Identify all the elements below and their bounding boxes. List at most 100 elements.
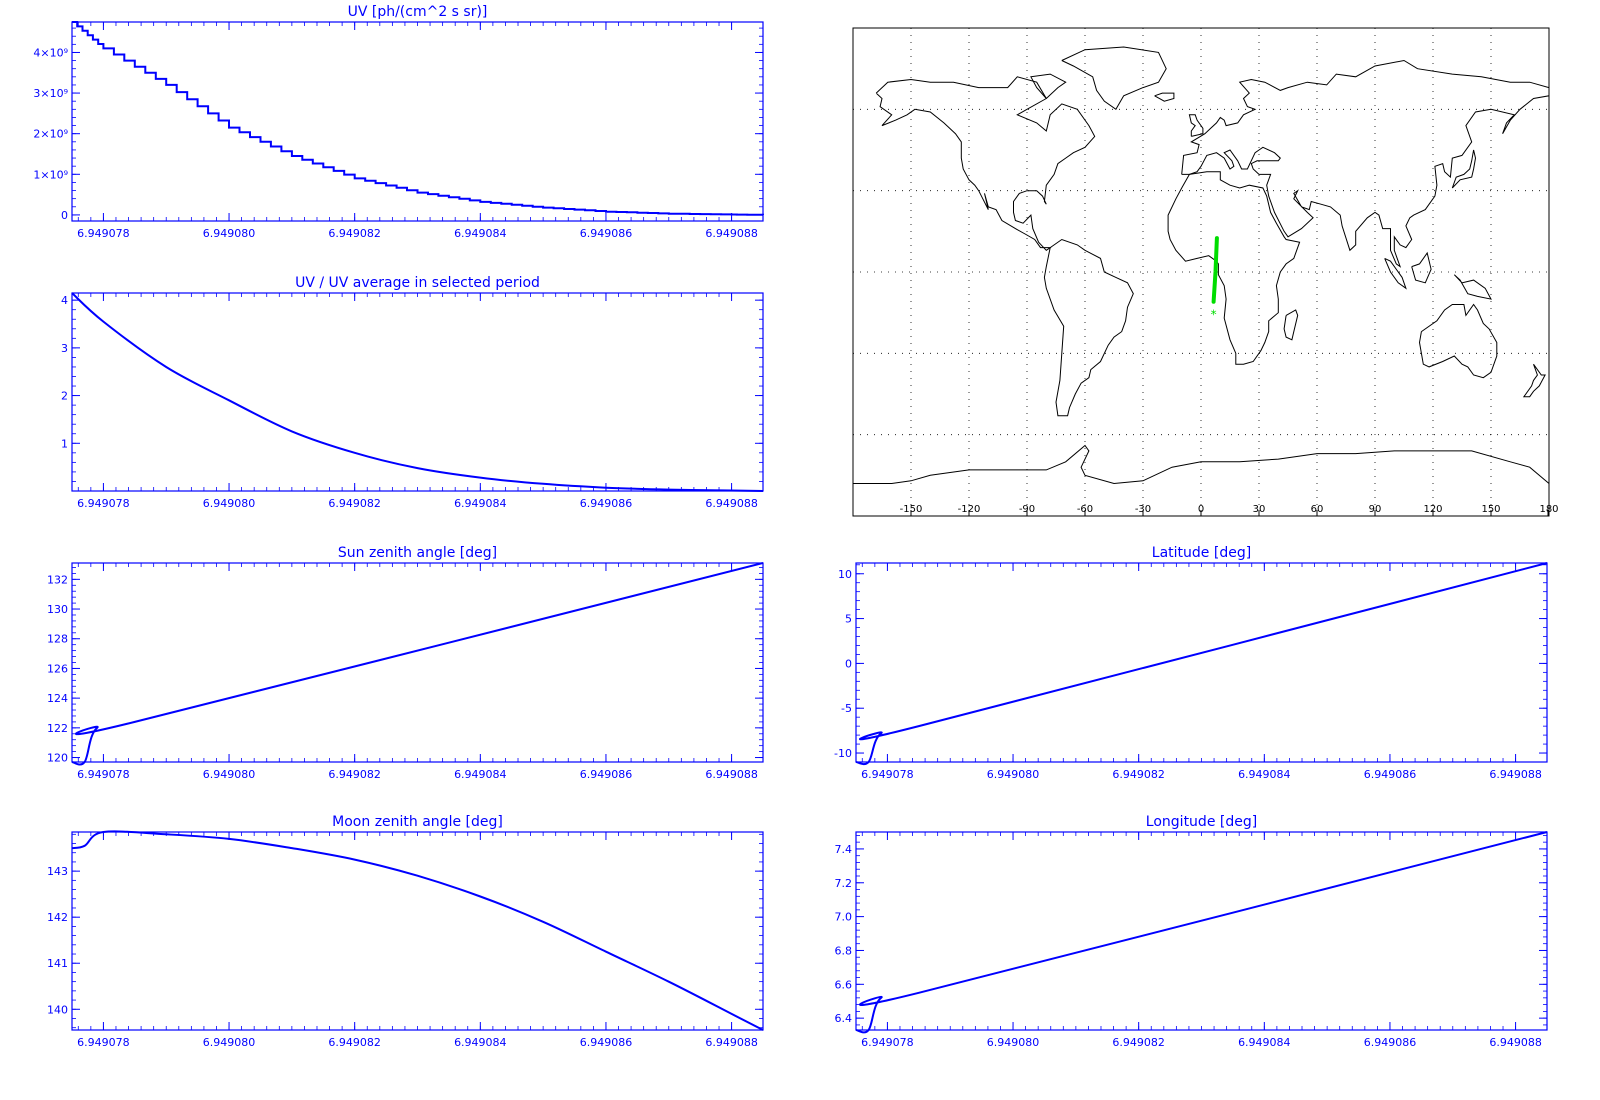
- world-map-panel: *-150 -120 -90 -60 -30 0 30 60 90 120 150 180: [852, 27, 1559, 517]
- y-tick-label: 4×10⁹: [33, 46, 68, 59]
- plot-title: Moon zenith angle [deg]: [332, 814, 503, 830]
- y-tick-label: 6.8: [835, 944, 853, 957]
- satellite-track-line: [1211, 236, 1219, 304]
- y-tick-label: 143: [47, 865, 68, 878]
- uv-plot-panel: UV [ph/(cm^2 s sr)] 6.949078 6.949080 6.949…: [33, 4, 764, 240]
- map-background: [853, 28, 1549, 516]
- y-tick-label: 130: [47, 603, 68, 616]
- y-tick-label: 120: [47, 752, 68, 765]
- data-series-line: [71, 562, 764, 766]
- plot-title: UV / UV average in selected period: [295, 275, 540, 291]
- map-lon-tick-label: 60: [1311, 504, 1324, 515]
- baffin-coastline: [1030, 73, 1067, 99]
- uv-ratio-plot-panel: UV / UV average in selected period 6.9490…: [61, 275, 764, 510]
- x-tick-label: 6.949080: [987, 1036, 1040, 1049]
- plot-title: Longitude [deg]: [1146, 814, 1257, 830]
- x-tick-label: 6.949080: [203, 227, 256, 240]
- latitude-plot-panel: Latitude [deg] 6.949078 6.949080 6.949082 6.…: [834, 545, 1548, 781]
- map-lon-tick-label: -60: [1077, 504, 1093, 515]
- plot-frame: [855, 831, 1548, 1031]
- y-tick-label: 1: [61, 437, 68, 450]
- x-tick-label: 6.949078: [861, 1036, 914, 1049]
- x-tick-label: 6.949078: [77, 497, 130, 510]
- x-tick-label: 6.949082: [328, 1036, 381, 1049]
- madagascar-coastline: [1283, 309, 1299, 341]
- north-america-coastline: [875, 76, 1096, 251]
- south-america-coastline: [1043, 238, 1134, 417]
- x-tick-label: 6.949084: [454, 1036, 507, 1049]
- x-tick-label: 6.949084: [454, 497, 507, 510]
- y-tick-label: 10: [838, 568, 852, 581]
- japan-coastline: [1451, 149, 1477, 189]
- y-tick-label: 128: [47, 633, 68, 646]
- map-lon-tick-label: -90: [1019, 504, 1035, 515]
- y-tick-label: 126: [47, 662, 68, 675]
- longitude-plot-panel: Longitude [deg] 6.949078 6.949080 6.949082 6…: [835, 814, 1548, 1049]
- borneo-coastline: [1411, 251, 1432, 284]
- x-tick-label: 6.949078: [77, 227, 130, 240]
- x-tick-label: 6.949086: [580, 1036, 633, 1049]
- new-zealand-coastline: [1522, 363, 1546, 398]
- y-tick-label: 7.2: [835, 877, 853, 890]
- x-tick-label: 6.949084: [454, 768, 507, 781]
- map-lon-tick-label: -120: [958, 504, 981, 515]
- x-tick-label: 6.949082: [328, 497, 381, 510]
- y-tick-label: 2×10⁹: [33, 128, 68, 141]
- x-tick-label: 6.949088: [705, 497, 758, 510]
- plot-title: Latitude [deg]: [1152, 545, 1251, 561]
- x-tick-label: 6.949084: [1238, 768, 1291, 781]
- data-series-line: [71, 292, 764, 492]
- sumatra-coastline: [1384, 257, 1407, 290]
- x-tick-label: 6.949086: [580, 768, 633, 781]
- map-frame: [852, 27, 1550, 517]
- y-tick-label: -10: [834, 747, 852, 760]
- plot-title: Sun zenith angle [deg]: [338, 545, 497, 561]
- x-tick-label: 6.949082: [1112, 1036, 1165, 1049]
- australia-coastline: [1418, 303, 1498, 379]
- x-tick-label: 6.949080: [203, 497, 256, 510]
- y-tick-label: 3×10⁹: [33, 87, 68, 100]
- x-tick-label: 6.949080: [203, 1036, 256, 1049]
- x-tick-label: 6.949082: [328, 768, 381, 781]
- x-tick-label: 6.949086: [1364, 768, 1417, 781]
- y-tick-label: 5: [845, 613, 852, 626]
- x-tick-label: 6.949080: [987, 768, 1040, 781]
- x-tick-label: 6.949088: [705, 1036, 758, 1049]
- x-tick-label: 6.949086: [580, 227, 633, 240]
- sun-zenith-plot-panel: Sun zenith angle [deg] 6.949078 6.949080 6.…: [47, 545, 764, 781]
- plot-frame: [71, 562, 764, 763]
- moon-zenith-plot-panel: Moon zenith angle [deg] 6.949078 6.949080 6…: [47, 814, 764, 1049]
- eurasia-coastline: [1181, 59, 1550, 268]
- y-tick-label: 0: [845, 657, 852, 670]
- iceland-coastline: [1154, 92, 1175, 102]
- x-tick-label: 6.949082: [328, 227, 381, 240]
- data-series-line: [855, 562, 1548, 766]
- y-tick-label: 6.6: [835, 978, 853, 991]
- plot-title: UV [ph/(cm^2 s sr)]: [348, 4, 488, 20]
- x-tick-label: 6.949084: [454, 227, 507, 240]
- plot-frame: [855, 562, 1548, 763]
- plot-frame: [71, 292, 764, 492]
- x-tick-label: 6.949088: [1489, 1036, 1542, 1049]
- x-tick-label: 6.949078: [861, 768, 914, 781]
- map-lon-tick-label: 90: [1369, 504, 1382, 515]
- data-series-line: [72, 21, 764, 216]
- africa-coastline: [1167, 171, 1301, 365]
- new-guinea-coastline: [1453, 274, 1492, 300]
- y-tick-label: 124: [47, 692, 68, 705]
- x-tick-label: 6.949088: [1489, 768, 1542, 781]
- map-lon-tick-label: 30: [1253, 504, 1266, 515]
- map-lon-tick-label: 150: [1481, 504, 1500, 515]
- map-lon-tick-label: 0: [1198, 504, 1204, 515]
- x-tick-label: 6.949084: [1238, 1036, 1291, 1049]
- greenland-coastline: [1061, 46, 1167, 111]
- y-tick-label: 122: [47, 722, 68, 735]
- data-series-line: [71, 830, 764, 1031]
- y-tick-label: 140: [47, 1003, 68, 1016]
- map-lon-tick-label: -30: [1135, 504, 1151, 515]
- y-tick-label: 7.4: [835, 843, 853, 856]
- map-lon-tick-label: -150: [900, 504, 923, 515]
- x-tick-label: 6.949088: [705, 227, 758, 240]
- great-britain-coastline: [1188, 114, 1204, 137]
